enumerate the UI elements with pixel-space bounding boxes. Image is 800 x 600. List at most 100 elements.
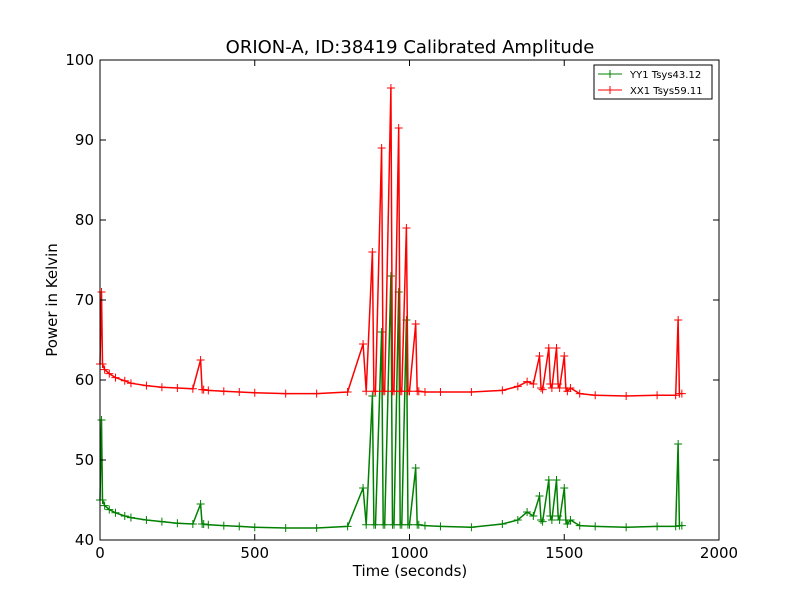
data-point (343, 388, 352, 396)
data-point (523, 508, 532, 516)
data-point (405, 520, 414, 529)
y-tick-label: 100 (65, 51, 94, 69)
data-point (371, 520, 380, 529)
data-point (377, 328, 386, 336)
x-tick-label: 500 (240, 544, 269, 562)
data-point (120, 512, 129, 520)
data-point (513, 382, 522, 391)
data-point (142, 381, 151, 390)
y-tick-label: 90 (75, 131, 94, 149)
data-point (100, 501, 109, 510)
y-tick-label: 80 (75, 211, 94, 229)
data-point (560, 484, 569, 492)
y-tick-label: 70 (75, 291, 94, 309)
data-point (120, 376, 129, 385)
data-point (97, 288, 106, 296)
data-point (547, 516, 556, 524)
data-point (436, 388, 445, 396)
data-point (411, 464, 420, 472)
data-point (235, 388, 244, 396)
data-point (188, 384, 197, 393)
data-point (538, 385, 547, 394)
data-point (554, 380, 563, 388)
data-point (554, 512, 563, 520)
data-point (204, 386, 213, 395)
data-point (552, 344, 561, 352)
data-point (677, 521, 686, 530)
data-point (414, 520, 423, 529)
data-point (173, 519, 182, 528)
data-point (105, 369, 114, 378)
data-point (250, 388, 259, 397)
data-point (591, 391, 600, 400)
x-axis: 0 500 1000 1500 2000 (95, 60, 738, 562)
data-point (544, 476, 553, 484)
data-point (394, 124, 403, 132)
data-point (368, 392, 377, 400)
data-point (529, 512, 538, 520)
data-point (591, 522, 600, 531)
data-point (386, 84, 395, 92)
y-tick-label: 40 (75, 531, 94, 549)
data-point (204, 520, 213, 529)
data-point (196, 356, 205, 364)
series-layer (96, 84, 686, 532)
data-point (535, 492, 544, 500)
data-point (552, 476, 561, 484)
data-point (105, 505, 114, 514)
y-axis-label: Power in Kelvin (43, 243, 61, 357)
y-axis: 40 50 60 70 80 90 100 (65, 51, 719, 549)
chart-title: ORION-A, ID:38419 Calibrated Amplitude (226, 37, 595, 58)
data-point (250, 523, 259, 532)
data-point (111, 508, 120, 517)
legend-label: YY1 Tsys43.12 (629, 70, 701, 81)
data-point (380, 520, 389, 529)
data-point (420, 521, 429, 530)
data-point (362, 520, 371, 529)
data-point (467, 388, 476, 396)
x-tick-label: 1000 (390, 544, 428, 562)
data-point (436, 522, 445, 531)
x-tick-label: 2000 (700, 544, 738, 562)
data-point (546, 512, 555, 520)
data-point (674, 440, 683, 448)
data-point (312, 524, 321, 532)
data-point (157, 383, 166, 392)
data-point (371, 387, 380, 396)
data-point (566, 384, 575, 392)
data-point (560, 352, 569, 360)
data-point (100, 365, 109, 374)
data-point (235, 522, 244, 531)
data-point (622, 523, 631, 532)
x-tick-label: 1500 (545, 544, 583, 562)
data-point (538, 517, 547, 526)
data-point (537, 516, 546, 524)
series-1 (96, 272, 686, 532)
data-point (498, 386, 507, 395)
legend-box (593, 64, 713, 100)
plot-background (100, 60, 719, 540)
data-point (362, 387, 371, 396)
data-point (546, 380, 555, 388)
data-point (498, 520, 507, 528)
data-point (622, 392, 631, 400)
y-tick-label: 60 (75, 371, 94, 389)
data-point (312, 389, 321, 398)
data-point (359, 484, 368, 492)
data-point (467, 523, 476, 532)
data-point (547, 384, 556, 392)
data-point (575, 389, 584, 398)
data-point (111, 373, 120, 382)
data-point (420, 388, 429, 396)
data-point (359, 340, 368, 348)
data-point (157, 517, 166, 526)
data-point (368, 248, 377, 256)
data-point (142, 516, 151, 524)
data-point (414, 387, 423, 396)
data-point (173, 384, 182, 392)
data-point (97, 416, 106, 424)
data-point (411, 320, 420, 328)
data-point (126, 379, 135, 388)
data-point (377, 144, 386, 152)
x-tick-label: 0 (95, 544, 105, 562)
